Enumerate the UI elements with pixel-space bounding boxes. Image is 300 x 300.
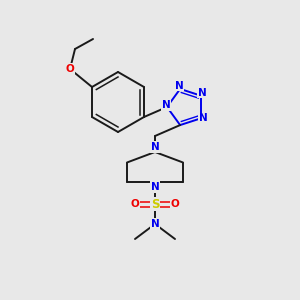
Text: N: N: [198, 88, 207, 98]
Text: S: S: [151, 197, 159, 211]
Text: N: N: [151, 142, 159, 152]
Text: O: O: [130, 199, 140, 209]
Text: N: N: [162, 100, 170, 110]
Text: O: O: [171, 199, 179, 209]
Text: N: N: [151, 182, 159, 192]
Text: N: N: [199, 113, 208, 123]
Text: N: N: [175, 81, 184, 91]
Text: N: N: [151, 219, 159, 229]
Text: O: O: [66, 64, 74, 74]
